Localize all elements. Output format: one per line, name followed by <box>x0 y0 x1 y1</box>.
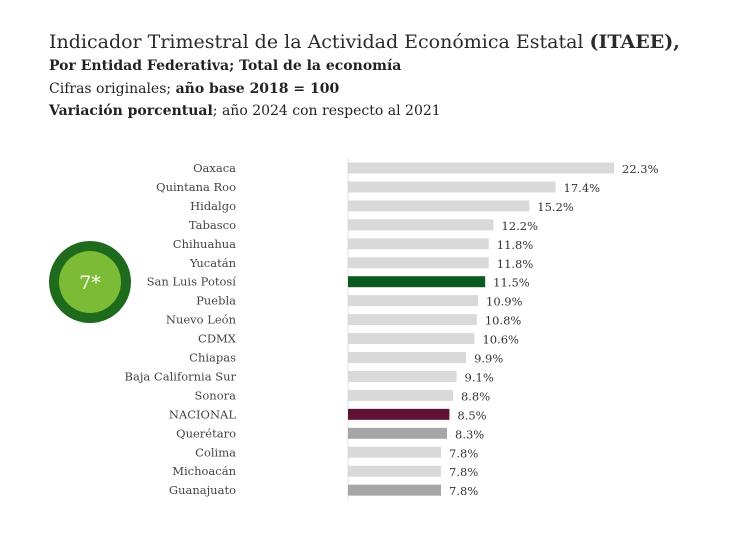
value-label: 7.8% <box>449 484 478 498</box>
category-label: Querétaro <box>176 426 236 440</box>
value-label: 7.8% <box>449 465 478 479</box>
note-normal: ; año 2024 con respecto al 2021 <box>212 103 441 119</box>
title-text: Indicador Trimestral de la Actividad Eco… <box>49 31 584 53</box>
value-label: 10.6% <box>482 333 519 347</box>
bar <box>348 484 442 496</box>
value-label: 8.8% <box>461 389 490 403</box>
category-label: Puebla <box>196 294 236 308</box>
note-bold: año base 2018 = 100 <box>175 81 340 97</box>
category-label: CDMX <box>198 332 237 346</box>
note-variation: Variación porcentual; año 2024 con respe… <box>49 103 441 119</box>
bar <box>348 352 467 363</box>
category-label: San Luis Potosí <box>147 275 237 289</box>
value-label: 11.8% <box>497 238 534 252</box>
category-label: Colima <box>195 445 236 459</box>
bar <box>348 408 450 420</box>
value-label: 9.1% <box>465 370 494 384</box>
category-label: Nuevo León <box>166 313 237 327</box>
chart-subtitle: Por Entidad Federativa; Total de la econ… <box>49 58 402 74</box>
bar <box>348 389 453 401</box>
value-label: 7.8% <box>449 446 478 460</box>
category-label: Yucatán <box>189 256 237 270</box>
value-label: 12.2% <box>502 219 539 233</box>
value-label: 15.2% <box>537 200 574 214</box>
bar <box>348 295 479 307</box>
bar <box>348 276 486 288</box>
category-label: Quintana Roo <box>156 180 236 194</box>
bar <box>348 314 477 326</box>
rank-badge-inner <box>59 251 121 313</box>
category-label: Hidalgo <box>190 199 236 213</box>
category-label: Guanajuato <box>169 483 236 497</box>
value-label: 8.5% <box>457 408 486 422</box>
bar <box>348 446 442 458</box>
bar <box>348 238 489 250</box>
note-normal: Cifras originales; <box>49 81 172 97</box>
bar <box>348 200 530 212</box>
bar <box>348 427 448 439</box>
bar <box>348 465 442 477</box>
bar <box>348 219 494 231</box>
category-label: Chihuahua <box>173 237 236 251</box>
value-label: 8.3% <box>455 427 484 441</box>
note-bold: Variación porcentual <box>49 103 213 119</box>
value-label: 11.8% <box>497 257 534 271</box>
value-label: 10.9% <box>486 295 523 309</box>
rank-badge-text: 7* <box>79 272 101 294</box>
value-label: 17.4% <box>564 181 601 195</box>
bar <box>348 181 556 193</box>
category-label: Oaxaca <box>193 161 236 175</box>
category-label: Chiapas <box>189 351 236 365</box>
value-label: 9.9% <box>474 352 503 366</box>
title-bold: (ITAEE), <box>589 31 680 53</box>
note-base: Cifras originales; año base 2018 = 100 <box>49 81 339 97</box>
category-label: Michoacán <box>172 464 236 478</box>
bar <box>348 333 475 345</box>
bar <box>348 370 457 382</box>
chart-title: Indicador Trimestral de la Actividad Eco… <box>49 31 680 53</box>
value-label: 22.3% <box>622 162 659 176</box>
bar <box>348 162 614 174</box>
category-label: Tabasco <box>189 218 236 232</box>
category-label: Sonora <box>195 388 237 402</box>
category-label: Baja California Sur <box>125 369 237 383</box>
bar <box>348 257 489 269</box>
category-label: NACIONAL <box>169 407 237 421</box>
value-label: 10.8% <box>485 314 522 328</box>
value-label: 11.5% <box>493 276 530 290</box>
